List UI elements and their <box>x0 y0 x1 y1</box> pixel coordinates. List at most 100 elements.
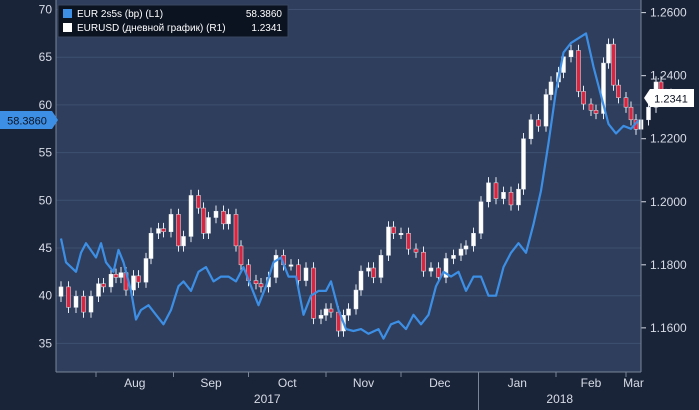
legend-label-l1: EUR 2s5s (bp) (L1) <box>77 9 163 20</box>
candle-body <box>113 274 119 278</box>
left-tag-value: 58.3860 <box>7 116 47 128</box>
candle-body <box>478 201 484 234</box>
candle-body <box>206 217 211 234</box>
candle-body <box>528 119 534 139</box>
x-tick-label-7: Mar <box>623 376 644 390</box>
candle-body <box>471 233 476 247</box>
candle-body <box>413 248 419 253</box>
candle-body <box>156 228 161 234</box>
axes: 35 40 45 50 55 60 65 70 1.1600 1.1800 1.2000 1.2200… <box>39 0 687 410</box>
candle-body <box>421 251 426 272</box>
candle-body <box>58 286 64 297</box>
candle-body <box>161 228 166 232</box>
left-tick-label-2: 45 <box>39 241 53 255</box>
candle-body <box>386 226 391 256</box>
candle-body <box>391 226 396 234</box>
candle-body <box>346 308 351 316</box>
candle-body <box>581 91 586 105</box>
right-tick-label-1: 1.1800 <box>650 258 687 272</box>
left-tick-label-6: 65 <box>39 50 53 64</box>
left-last-value-tag: 58.3860 <box>0 111 58 129</box>
candle-body <box>543 94 549 127</box>
year-label-0: 2017 <box>254 392 281 406</box>
left-tick-label-7: 70 <box>39 3 53 17</box>
candle-body <box>628 106 634 121</box>
x-tick-label-1: Sep <box>200 376 222 390</box>
candle-body <box>118 272 124 278</box>
legend-swatch-l1 <box>63 9 72 18</box>
x-tick-label-0: Aug <box>124 376 145 390</box>
candle-body <box>328 308 334 313</box>
candle-body <box>273 255 279 278</box>
candle-body <box>536 119 541 127</box>
candle-body <box>588 103 594 111</box>
legend-box <box>57 4 289 38</box>
candle-body <box>493 182 499 199</box>
right-tag-shape <box>644 89 694 107</box>
left-tick-label-3: 50 <box>39 193 53 207</box>
candle-body <box>521 138 526 190</box>
candle-body <box>288 264 294 267</box>
candle-body <box>508 192 514 206</box>
x-tick-label-6: Feb <box>581 376 602 390</box>
candle-body <box>201 207 206 234</box>
candle-body <box>323 308 329 316</box>
candle-body <box>611 43 616 86</box>
left-tick-label-0: 35 <box>39 336 53 350</box>
legend-label-r1: EURUSD (дневной график) (R1) <box>77 22 226 34</box>
candle-body <box>318 315 324 319</box>
candle-body <box>96 283 101 297</box>
candle-body <box>168 214 174 232</box>
candle-body <box>253 280 259 284</box>
candle-body <box>66 286 71 308</box>
eur-2s5s-line <box>59 32 640 340</box>
left-tick-label-5: 60 <box>39 98 53 112</box>
x-tick-label-2: Oct <box>278 376 297 390</box>
candle-body <box>226 214 231 225</box>
candle-body <box>73 296 79 308</box>
candle-body <box>576 50 581 92</box>
year-label-1: 2018 <box>546 392 573 406</box>
right-last-value-tag: 1.2341 <box>644 89 694 107</box>
left-tag-shape <box>0 111 58 129</box>
candle-body <box>501 192 506 199</box>
candle-body <box>88 296 94 313</box>
candle-body <box>353 289 359 310</box>
candle-body <box>451 255 456 259</box>
candle-body <box>366 267 371 272</box>
candle-body <box>108 274 114 288</box>
candle-body <box>131 275 136 291</box>
candle-body <box>378 255 384 278</box>
right-tag-value: 1.2341 <box>654 94 688 106</box>
candle-body <box>516 188 521 206</box>
x-tick-label-4: Dec <box>429 376 450 390</box>
legend-swatch-r1 <box>63 23 72 32</box>
candle-body <box>101 283 106 288</box>
right-tick-label-5: 1.2600 <box>650 6 687 20</box>
candle-body <box>601 62 606 114</box>
candle-body <box>221 210 226 225</box>
candle-body <box>258 283 264 288</box>
candle-body <box>371 267 376 278</box>
candle-body <box>188 195 194 237</box>
candle-body <box>486 182 491 203</box>
candle-body <box>303 267 309 281</box>
x-tick-label-3: Nov <box>353 376 374 390</box>
candle-body <box>443 258 449 278</box>
legend-value-r1: 1.2341 <box>251 23 282 34</box>
candle-body <box>568 50 574 57</box>
candle-body <box>606 43 611 64</box>
left-tick-label-1: 40 <box>39 289 53 303</box>
candle-body <box>646 106 651 121</box>
candle-body <box>428 267 434 272</box>
right-tick-label-3: 1.2200 <box>650 132 687 146</box>
x-tick-label-5: Jan <box>508 376 527 390</box>
left-tick-label-4: 55 <box>39 146 53 160</box>
candle-body <box>436 267 441 278</box>
candle-body <box>616 84 621 98</box>
eurusd-candles <box>58 38 674 337</box>
candle-body <box>593 110 599 114</box>
candle-body <box>238 245 244 266</box>
candle-body <box>143 258 149 283</box>
candle-body <box>398 233 404 236</box>
